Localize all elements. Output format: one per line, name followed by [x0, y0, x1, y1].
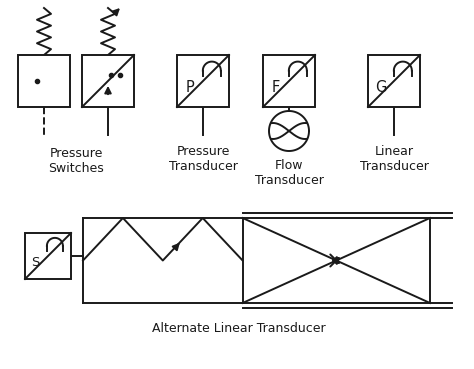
Bar [263, 55, 315, 107]
Bar [177, 55, 229, 107]
Text: Linear
Transducer: Linear Transducer [360, 145, 428, 173]
Bar [18, 55, 70, 107]
Bar [82, 55, 134, 107]
Bar [25, 233, 71, 279]
Text: P: P [186, 80, 194, 95]
Text: Alternate Linear Transducer: Alternate Linear Transducer [152, 322, 325, 335]
Text: F: F [272, 80, 280, 95]
Text: Flow
Transducer: Flow Transducer [255, 159, 323, 187]
Text: Pressure
Switches: Pressure Switches [48, 147, 104, 175]
Bar [368, 55, 420, 107]
Text: Pressure
Transducer: Pressure Transducer [169, 145, 237, 173]
Text: G: G [375, 80, 387, 95]
Text: S: S [31, 256, 39, 269]
